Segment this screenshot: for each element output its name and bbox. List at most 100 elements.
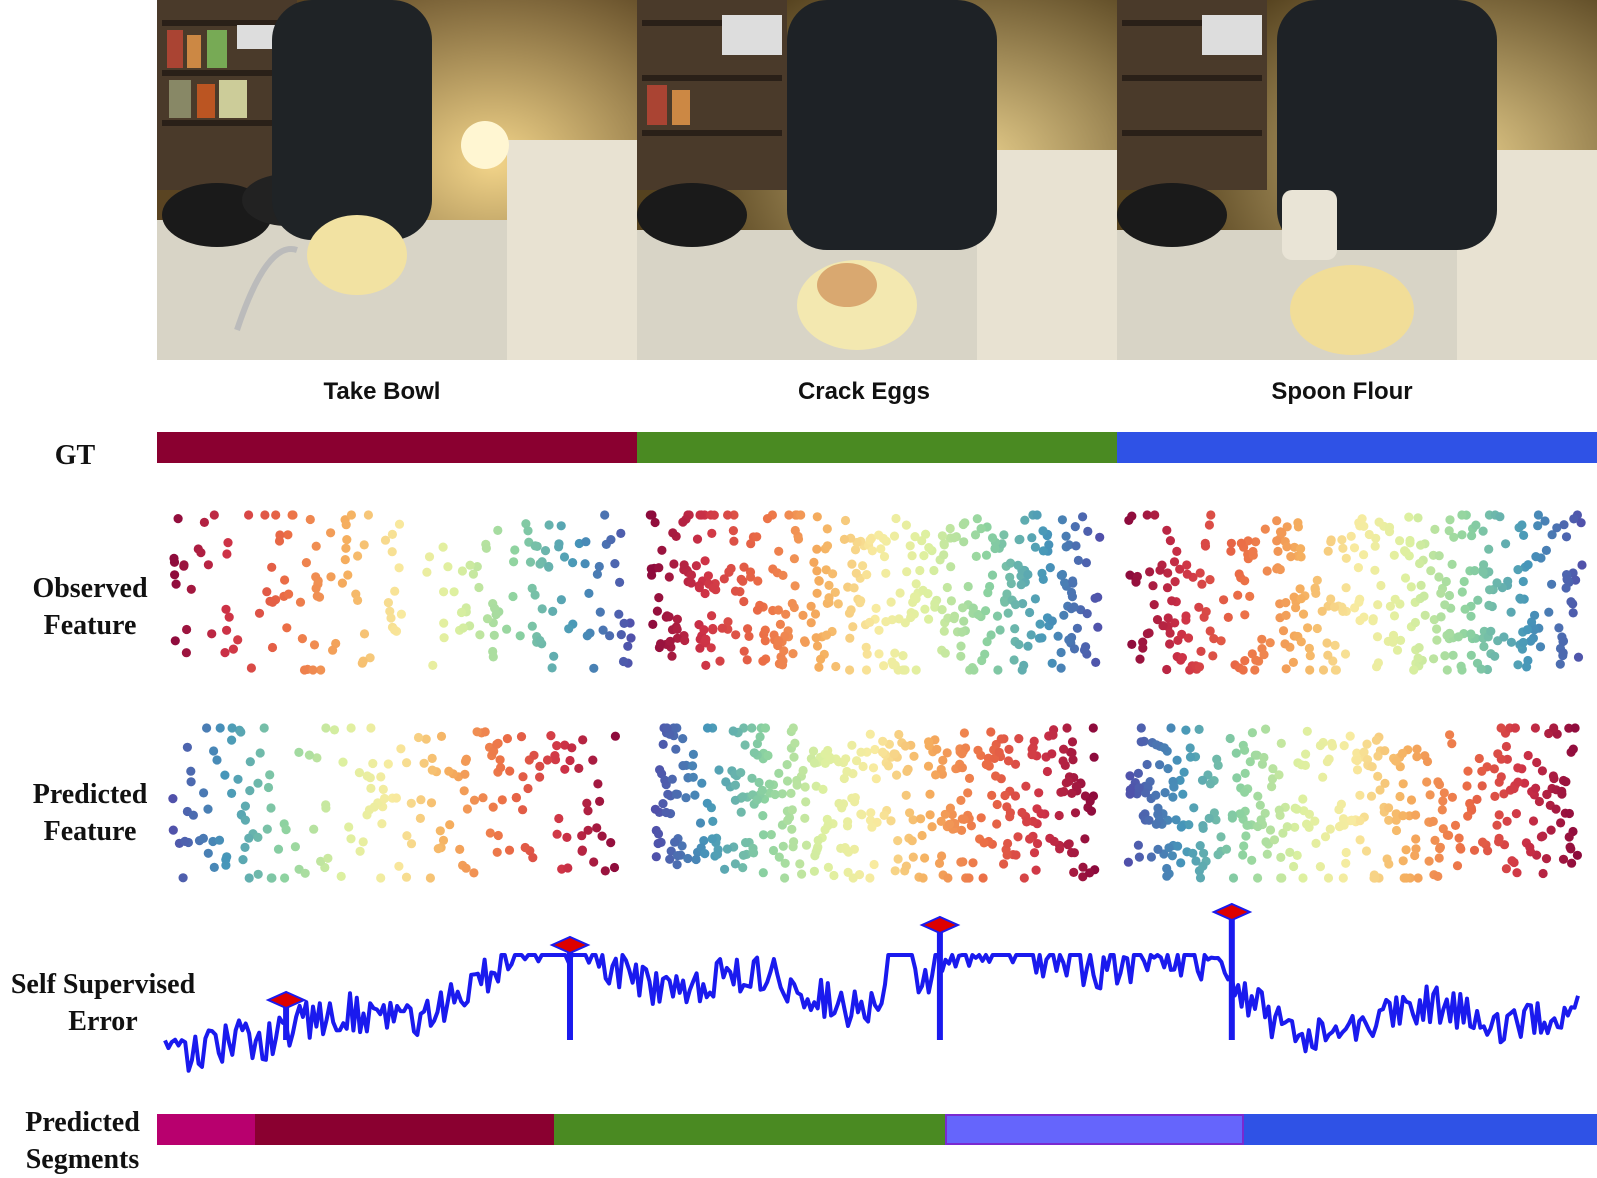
feature-point bbox=[924, 543, 934, 553]
feature-point bbox=[968, 603, 978, 613]
feature-point bbox=[688, 749, 699, 760]
feature-point bbox=[1029, 848, 1040, 858]
feature-point bbox=[936, 816, 946, 827]
feature-point bbox=[665, 809, 676, 819]
feature-point bbox=[1142, 759, 1152, 770]
feature-point bbox=[760, 723, 771, 733]
feature-point bbox=[940, 809, 950, 819]
feature-point bbox=[685, 577, 695, 587]
feature-point bbox=[789, 752, 799, 762]
feature-point bbox=[173, 514, 183, 524]
predicted-segment bbox=[944, 1114, 1245, 1145]
feature-point bbox=[1203, 770, 1213, 780]
feature-point bbox=[1405, 873, 1415, 883]
feature-point bbox=[822, 814, 832, 825]
feature-point bbox=[729, 536, 739, 546]
feature-point bbox=[742, 655, 752, 665]
feature-point bbox=[874, 530, 884, 540]
feature-point bbox=[554, 813, 564, 824]
feature-point bbox=[1223, 612, 1233, 623]
feature-point bbox=[1449, 532, 1459, 542]
feature-point bbox=[340, 515, 350, 525]
feature-point bbox=[1429, 615, 1439, 625]
feature-point bbox=[867, 546, 878, 556]
feature-point bbox=[387, 529, 397, 540]
feature-point bbox=[494, 607, 504, 617]
feature-point bbox=[1240, 787, 1250, 797]
feature-point bbox=[1042, 613, 1053, 623]
feature-point bbox=[708, 816, 718, 827]
feature-point bbox=[1192, 664, 1202, 674]
feature-point bbox=[1169, 557, 1180, 567]
feature-point bbox=[311, 572, 321, 582]
feature-point bbox=[1066, 638, 1076, 648]
feature-point bbox=[983, 753, 994, 763]
feature-point bbox=[309, 640, 320, 650]
feature-point bbox=[1302, 726, 1312, 736]
feature-point bbox=[1176, 858, 1186, 868]
feature-point bbox=[671, 744, 681, 754]
video-frame-crack-eggs bbox=[637, 0, 1117, 360]
feature-point bbox=[736, 793, 746, 803]
feature-point bbox=[667, 625, 678, 635]
feature-point bbox=[712, 833, 722, 843]
feature-point bbox=[994, 543, 1004, 553]
feature-point bbox=[1483, 846, 1493, 856]
feature-point bbox=[1548, 771, 1558, 781]
feature-point bbox=[839, 534, 850, 545]
feature-point bbox=[1565, 842, 1575, 852]
feature-point bbox=[930, 735, 940, 745]
feature-point bbox=[955, 744, 965, 754]
feature-point bbox=[755, 790, 765, 800]
feature-point bbox=[444, 766, 454, 776]
feature-point bbox=[472, 562, 482, 572]
feature-point bbox=[1079, 645, 1090, 655]
feature-point bbox=[866, 533, 877, 543]
feature-point bbox=[1536, 553, 1546, 563]
feature-point bbox=[707, 834, 717, 844]
feature-point bbox=[290, 842, 300, 852]
feature-point bbox=[626, 633, 636, 643]
feature-point bbox=[563, 863, 573, 873]
feature-point bbox=[1088, 723, 1098, 733]
feature-point bbox=[671, 789, 681, 799]
feature-point bbox=[1064, 839, 1074, 849]
feature-point bbox=[248, 829, 258, 839]
feature-point bbox=[301, 558, 311, 568]
feature-point bbox=[845, 665, 855, 675]
feature-point bbox=[1424, 856, 1434, 866]
feature-point bbox=[681, 760, 691, 771]
feature-point bbox=[1447, 739, 1457, 749]
feature-point bbox=[759, 794, 770, 804]
feature-point bbox=[1536, 832, 1546, 842]
feature-point bbox=[782, 806, 793, 816]
feature-point bbox=[862, 747, 872, 757]
feature-point bbox=[1288, 657, 1298, 668]
feature-point bbox=[777, 789, 787, 799]
feature-point bbox=[1044, 731, 1054, 741]
feature-point bbox=[1302, 819, 1312, 829]
feature-point bbox=[1000, 597, 1010, 607]
feature-point bbox=[1315, 862, 1325, 872]
feature-point bbox=[1541, 854, 1552, 864]
feature-point bbox=[958, 519, 968, 530]
feature-point bbox=[951, 532, 962, 542]
feature-point bbox=[911, 665, 921, 675]
feature-point bbox=[1462, 781, 1472, 791]
feature-point bbox=[987, 790, 997, 801]
feature-point bbox=[958, 857, 968, 867]
feature-point bbox=[1204, 520, 1214, 530]
feature-point bbox=[1037, 568, 1047, 579]
feature-point bbox=[592, 823, 602, 833]
feature-point bbox=[1133, 840, 1143, 850]
feature-point bbox=[1184, 820, 1194, 830]
feature-point bbox=[535, 772, 545, 782]
feature-point bbox=[1195, 873, 1206, 883]
feature-point bbox=[1296, 637, 1306, 647]
feature-point bbox=[1260, 808, 1270, 818]
feature-point bbox=[1085, 868, 1095, 878]
feature-point bbox=[1428, 816, 1438, 827]
feature-point bbox=[616, 528, 626, 539]
feature-point bbox=[582, 631, 592, 641]
feature-point bbox=[368, 758, 378, 769]
